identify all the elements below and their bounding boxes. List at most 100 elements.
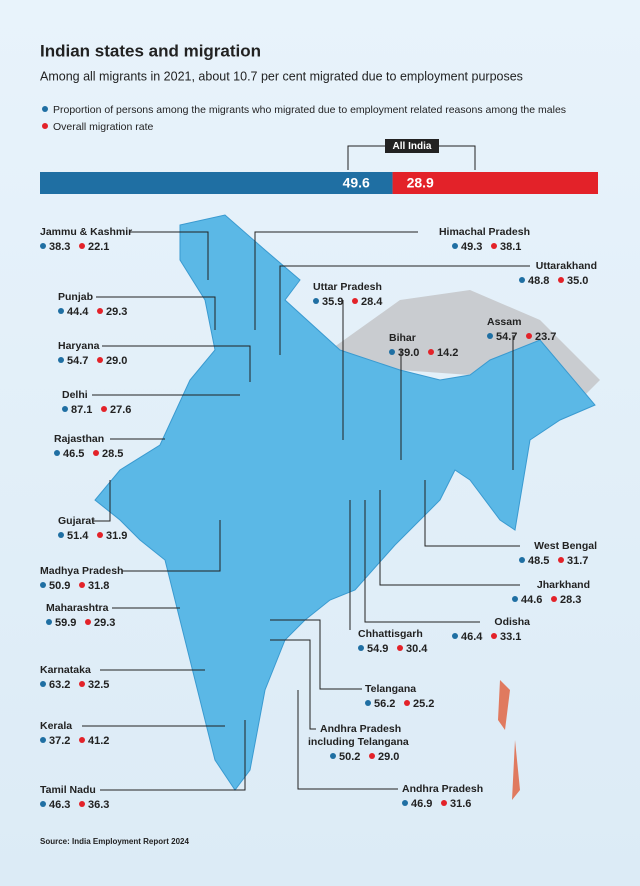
employment-dot xyxy=(365,700,371,706)
employment-value: 44.6 xyxy=(521,594,542,606)
leader-line xyxy=(130,231,209,280)
overall-dot xyxy=(79,737,85,743)
employment-value: 50.9 xyxy=(49,580,70,592)
leader-line xyxy=(102,345,251,382)
state-name: Delhi xyxy=(62,389,88,401)
employment-dot xyxy=(40,737,46,743)
overall-dot xyxy=(491,633,497,639)
state-name: Punjab xyxy=(58,291,93,303)
overall-value: 30.4 xyxy=(406,643,428,655)
leader-line xyxy=(279,265,530,355)
islands xyxy=(498,680,520,800)
india-map xyxy=(94,214,596,791)
employment-dot xyxy=(40,801,46,807)
employment-dot xyxy=(330,753,336,759)
legend-dot xyxy=(42,123,48,129)
overall-segment xyxy=(392,172,598,194)
subtitle: Among all migrants in 2021, about 10.7 p… xyxy=(40,69,523,83)
employment-dot xyxy=(389,349,395,355)
state-name: Tamil Nadu xyxy=(40,784,96,796)
employment-value: 51.4 xyxy=(67,530,89,542)
overall-dot xyxy=(79,243,85,249)
state-name: Uttarakhand xyxy=(536,260,597,272)
state-name: Assam xyxy=(487,316,521,328)
overall-value: 29.3 xyxy=(106,306,127,318)
leader-line xyxy=(96,296,216,330)
overall-value: 28.4 xyxy=(361,296,383,308)
overall-value: 29.0 xyxy=(378,751,399,763)
state-name: Andhra Pradesh including Telangana xyxy=(308,723,409,748)
employment-dot xyxy=(512,596,518,602)
overall-dot xyxy=(79,582,85,588)
leader-line xyxy=(122,520,221,572)
overall-value: 22.1 xyxy=(88,241,109,253)
state-name: Kerala xyxy=(40,720,72,732)
employment-value: 56.2 xyxy=(374,698,395,710)
overall-dot xyxy=(441,800,447,806)
overall-value: 27.6 xyxy=(110,404,131,416)
state-name: Andhra Pradesh xyxy=(402,783,483,795)
employment-dot xyxy=(452,633,458,639)
overall-value: 28.9 xyxy=(407,175,434,191)
state-name: Haryana xyxy=(58,340,100,352)
employment-dot xyxy=(54,450,60,456)
leader-line xyxy=(379,490,520,586)
overall-dot xyxy=(369,753,375,759)
overall-value: 31.6 xyxy=(450,798,471,810)
overall-dot xyxy=(97,357,103,363)
overall-value: 29.3 xyxy=(94,617,115,629)
state-name: Chhattisgarh xyxy=(358,628,423,640)
overall-value: 33.1 xyxy=(500,631,521,643)
overall-value: 38.1 xyxy=(500,241,521,253)
title: Indian states and migration xyxy=(40,41,261,60)
overall-value: 31.9 xyxy=(106,530,127,542)
overall-dot xyxy=(428,349,434,355)
overall-dot xyxy=(404,700,410,706)
employment-dot xyxy=(40,681,46,687)
legend-item: Proportion of persons among the migrants… xyxy=(53,104,566,116)
employment-dot xyxy=(358,645,364,651)
overall-value: 28.3 xyxy=(560,594,581,606)
all-india-label: All India xyxy=(393,141,432,152)
overall-dot xyxy=(93,450,99,456)
state-name: Telangana xyxy=(365,683,416,695)
leader-line xyxy=(270,639,316,730)
employment-value: 44.4 xyxy=(67,306,89,318)
employment-value: 35.9 xyxy=(322,296,343,308)
overall-value: 35.0 xyxy=(567,275,588,287)
employment-value: 87.1 xyxy=(71,404,92,416)
employment-dot xyxy=(58,532,64,538)
state-labels: Jammu & Kashmir 38.3 22.1 Punjab 44.4 29.3 Har… xyxy=(40,226,597,811)
employment-dot xyxy=(46,619,52,625)
overall-value: 25.2 xyxy=(413,698,434,710)
employment-dot xyxy=(313,298,319,304)
overall-dot xyxy=(397,645,403,651)
leader-line xyxy=(424,480,520,547)
employment-value: 49.3 xyxy=(461,241,482,253)
state-name: Maharashtra xyxy=(46,602,109,614)
employment-dot xyxy=(40,243,46,249)
leader-line xyxy=(254,231,418,330)
leader-line xyxy=(100,720,246,791)
state-name: Gujarat xyxy=(58,515,95,527)
leader-line xyxy=(92,480,111,522)
overall-value: 28.5 xyxy=(102,448,123,460)
all-india-badge xyxy=(385,139,439,153)
overall-dot xyxy=(526,333,532,339)
employment-dot xyxy=(58,357,64,363)
overall-value: 14.2 xyxy=(437,347,458,359)
leader-line xyxy=(270,619,362,690)
employment-value: 49.6 xyxy=(343,175,370,191)
employment-value: 46.5 xyxy=(63,448,84,460)
employment-value: 54.9 xyxy=(367,643,388,655)
all-india-bar: 49.6 28.9 xyxy=(40,172,598,194)
employment-dot xyxy=(519,277,525,283)
employment-value: 46.4 xyxy=(461,631,483,643)
source: Source: India Employment Report 2024 xyxy=(40,837,189,846)
state-name: Madhya Pradesh xyxy=(40,565,123,577)
overall-dot xyxy=(79,681,85,687)
state-name: Odisha xyxy=(494,616,530,628)
leader-line xyxy=(364,500,480,623)
state-name: Uttar Pradesh xyxy=(313,281,382,293)
